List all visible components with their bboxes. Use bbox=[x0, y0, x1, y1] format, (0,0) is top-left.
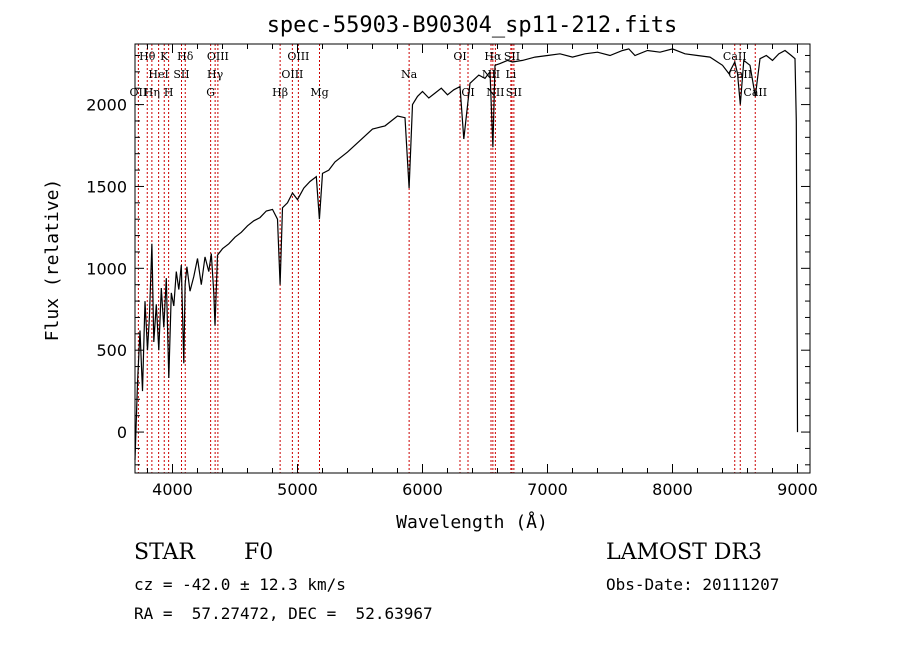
line-label-11: Hβ bbox=[272, 86, 288, 99]
spectral-line-markers bbox=[137, 44, 756, 473]
line-label-22: SII bbox=[504, 50, 520, 63]
line-label-6: SII bbox=[173, 68, 189, 81]
line-label-24: CaII bbox=[723, 50, 747, 63]
line-label-7: Hδ bbox=[177, 50, 194, 63]
y-axis-label: Flux (relative) bbox=[42, 179, 63, 342]
line-label-12: OIII bbox=[281, 68, 303, 81]
sky-coordinates: RA = 57.27472, DEC = 52.63967 bbox=[134, 604, 433, 623]
redshift-velocity: cz = -42.0 ± 12.3 km/s bbox=[134, 575, 346, 594]
x-tick-label: 4000 bbox=[152, 480, 193, 499]
y-axis-ticks: 0 500 1000 1500 2000 bbox=[86, 54, 810, 466]
line-label-0: OII bbox=[130, 86, 148, 99]
line-label-1: Hθ bbox=[139, 50, 156, 63]
observation-date: Obs-Date: 20111207 bbox=[606, 575, 780, 594]
y-tick-label: 1500 bbox=[86, 177, 127, 196]
y-tick-label: 500 bbox=[96, 341, 127, 360]
x-tick-label: 9000 bbox=[777, 480, 818, 499]
line-label-4: K bbox=[160, 50, 169, 63]
line-label-13: OIII bbox=[287, 50, 309, 63]
line-label-23: SII bbox=[506, 86, 522, 99]
y-tick-label: 0 bbox=[117, 423, 127, 442]
survey-name: LAMOST DR3 bbox=[606, 540, 762, 565]
line-label-8: G bbox=[206, 86, 215, 99]
flux-series-line bbox=[134, 48, 799, 460]
line-label-19: Hα bbox=[484, 50, 502, 63]
chart-title: spec-55903-B90304_sp11-212.fits bbox=[267, 13, 678, 38]
line-label-2: Hη bbox=[144, 86, 160, 99]
line-label-17: OI bbox=[461, 86, 474, 99]
line-label-9: Hγ bbox=[207, 68, 224, 81]
line-label-16: OI bbox=[453, 50, 466, 63]
line-label-20: NII bbox=[486, 86, 504, 99]
y-tick-label: 1000 bbox=[86, 259, 127, 278]
plot-frame bbox=[134, 43, 811, 474]
line-label-18: NII bbox=[482, 68, 500, 81]
line-label-21: Li bbox=[505, 68, 516, 81]
x-tick-label: 5000 bbox=[277, 480, 318, 499]
x-tick-label: 6000 bbox=[402, 480, 443, 499]
object-class: STAR bbox=[134, 540, 195, 565]
object-subclass: F0 bbox=[244, 540, 274, 565]
x-tick-label: 7000 bbox=[527, 480, 568, 499]
x-axis-label: Wavelength (Å) bbox=[396, 511, 548, 533]
x-tick-label: 8000 bbox=[652, 480, 693, 499]
y-tick-label: 2000 bbox=[86, 96, 127, 115]
line-label-14: Mg bbox=[310, 86, 328, 99]
line-label-10: OIII bbox=[207, 50, 229, 63]
x-axis-ticks: 4000 5000 6000 7000 8000 9000 bbox=[147, 44, 818, 499]
line-label-15: Na bbox=[401, 68, 418, 81]
line-label-3: HeI bbox=[148, 68, 168, 81]
line-label-5: H bbox=[164, 86, 174, 99]
spectrum-chart: spec-55903-B90304_sp11-212.fits OII Hθ Hη H… bbox=[42, 13, 818, 533]
spectral-line-labels: OII Hθ Hη HeI K H SII Hδ G Hγ OIII Hβ OIII OIII Mg Na OI… bbox=[130, 50, 768, 99]
line-label-25: CaII bbox=[728, 68, 752, 81]
